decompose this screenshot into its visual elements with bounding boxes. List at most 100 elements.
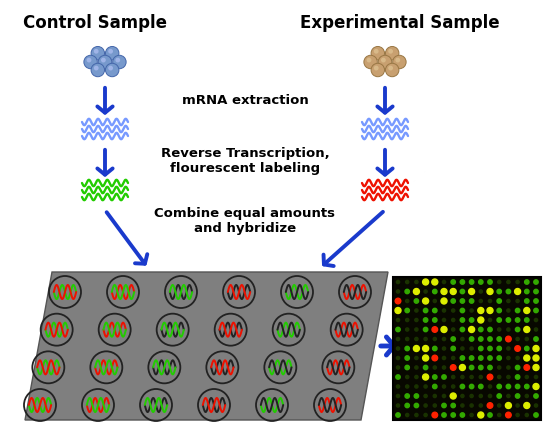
Circle shape: [525, 346, 529, 350]
Circle shape: [397, 385, 400, 388]
FancyBboxPatch shape: [393, 277, 541, 420]
Circle shape: [388, 49, 393, 54]
Circle shape: [487, 374, 493, 380]
Circle shape: [98, 55, 112, 69]
Circle shape: [478, 346, 483, 350]
Text: Reverse Transcription,
flourescent labeling: Reverse Transcription, flourescent label…: [161, 147, 329, 175]
Circle shape: [507, 366, 510, 369]
Circle shape: [497, 356, 502, 360]
Circle shape: [478, 384, 483, 389]
Circle shape: [515, 308, 520, 313]
Circle shape: [432, 327, 438, 332]
Circle shape: [525, 394, 529, 398]
Circle shape: [534, 280, 538, 284]
Circle shape: [488, 413, 492, 417]
Circle shape: [101, 57, 106, 63]
Circle shape: [487, 288, 493, 294]
Circle shape: [424, 366, 428, 370]
Circle shape: [469, 318, 474, 322]
Circle shape: [424, 308, 428, 313]
Circle shape: [405, 366, 409, 370]
Circle shape: [414, 299, 419, 303]
Text: Experimental Sample: Experimental Sample: [300, 14, 500, 32]
Circle shape: [451, 299, 455, 303]
Circle shape: [507, 356, 510, 360]
Circle shape: [460, 289, 465, 294]
Circle shape: [525, 299, 529, 303]
Circle shape: [478, 280, 483, 284]
Circle shape: [86, 57, 91, 63]
Circle shape: [470, 404, 473, 407]
Circle shape: [424, 394, 427, 398]
Circle shape: [488, 337, 492, 341]
Circle shape: [469, 326, 475, 332]
Text: Scan: Scan: [407, 297, 448, 312]
Circle shape: [488, 299, 492, 302]
Circle shape: [405, 346, 409, 350]
Circle shape: [525, 289, 529, 294]
Circle shape: [534, 413, 538, 417]
Circle shape: [479, 404, 482, 407]
Circle shape: [414, 403, 419, 408]
Circle shape: [424, 318, 428, 322]
Circle shape: [451, 403, 455, 408]
Circle shape: [371, 63, 384, 77]
Circle shape: [469, 366, 474, 370]
Circle shape: [533, 345, 539, 351]
Circle shape: [505, 412, 511, 418]
Circle shape: [460, 318, 465, 322]
Circle shape: [488, 280, 492, 284]
Circle shape: [433, 318, 437, 322]
Circle shape: [405, 289, 409, 294]
Circle shape: [497, 308, 502, 313]
Circle shape: [414, 288, 420, 294]
Circle shape: [397, 337, 400, 341]
Circle shape: [397, 347, 400, 350]
Circle shape: [442, 375, 446, 379]
Circle shape: [535, 404, 537, 407]
Circle shape: [469, 384, 474, 389]
Circle shape: [497, 289, 502, 294]
Circle shape: [470, 309, 473, 312]
Circle shape: [374, 66, 378, 70]
Circle shape: [488, 394, 492, 398]
Circle shape: [91, 46, 104, 60]
Circle shape: [478, 356, 483, 360]
Circle shape: [488, 346, 492, 350]
Circle shape: [459, 365, 465, 371]
Circle shape: [460, 356, 465, 360]
Circle shape: [488, 318, 492, 322]
Circle shape: [84, 55, 97, 69]
Circle shape: [405, 318, 409, 322]
Circle shape: [106, 63, 119, 77]
Circle shape: [388, 66, 393, 70]
Circle shape: [488, 366, 492, 370]
Circle shape: [442, 403, 446, 408]
Circle shape: [414, 394, 419, 398]
Circle shape: [424, 404, 427, 407]
Circle shape: [442, 309, 446, 312]
Circle shape: [461, 337, 464, 341]
Circle shape: [433, 346, 437, 350]
Circle shape: [433, 308, 437, 313]
Circle shape: [507, 347, 510, 350]
Circle shape: [534, 394, 538, 398]
Circle shape: [516, 356, 519, 360]
Circle shape: [422, 298, 428, 304]
Circle shape: [386, 63, 399, 77]
Circle shape: [505, 336, 511, 342]
Circle shape: [374, 49, 378, 54]
Circle shape: [397, 394, 400, 398]
Circle shape: [442, 366, 446, 369]
Circle shape: [442, 356, 446, 360]
Circle shape: [415, 281, 418, 284]
Circle shape: [534, 299, 538, 303]
Circle shape: [432, 279, 438, 285]
Circle shape: [108, 66, 113, 70]
Circle shape: [441, 326, 447, 332]
Circle shape: [470, 394, 473, 398]
Circle shape: [479, 290, 482, 293]
Circle shape: [386, 46, 399, 60]
Circle shape: [516, 414, 519, 417]
Circle shape: [450, 288, 456, 294]
